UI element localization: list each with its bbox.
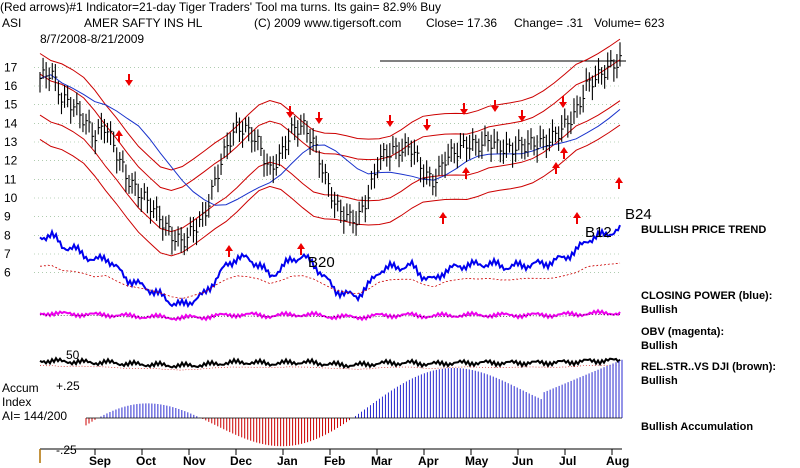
x-tick-dec: Dec (230, 454, 252, 468)
accum-index-label: Index (2, 395, 31, 409)
y-tick-9: 9 (4, 210, 11, 224)
inner-lower-band (39, 100, 621, 233)
x-tick-jun: Jun (512, 454, 533, 468)
closing-power-status: Bullish (641, 304, 678, 316)
date-range: 8/7/2008-8/21/2009 (40, 32, 144, 46)
sell-arrow (491, 100, 499, 112)
x-tick-oct: Oct (136, 454, 156, 468)
company-name: AMER SAFTY INS HL (84, 16, 203, 30)
signal-b12: B12 (585, 224, 612, 241)
x-tick-sep: Sep (89, 454, 111, 468)
volume-value: Volume= 623 (594, 16, 665, 30)
upper-band (39, 38, 621, 171)
x-tick-aug: Aug (606, 454, 629, 468)
accumulation-histogram (85, 359, 623, 447)
x-tick-nov: Nov (183, 454, 206, 468)
copyright: (C) 2009 www.tigersoft.com (254, 16, 401, 30)
buy-arrow (115, 130, 123, 142)
relstr-title: REL.STR..VS DJI (brown): (641, 361, 776, 373)
closing-power-line (39, 224, 621, 309)
y-tick-17: 17 (4, 60, 18, 74)
accumulation-label: Bullish Accumulation (641, 421, 753, 433)
sell-arrow (386, 115, 394, 127)
buy-arrow (615, 177, 623, 189)
obv-line (39, 308, 621, 322)
sell-arrow (518, 110, 526, 122)
rel-str-ma (40, 364, 621, 371)
indicator-lines (39, 224, 621, 371)
y-axis-ticks: 17 16 15 14 13 12 11 10 9 8 7 6 (4, 60, 18, 279)
ai-value: AI= 144/200 (2, 409, 67, 423)
x-tick-jul: Jul (559, 454, 576, 468)
buy-arrow (225, 245, 233, 257)
x-tick-mar: Mar (371, 454, 393, 468)
accum-title: Accum (2, 381, 39, 395)
buy-arrow (573, 212, 581, 224)
moving-average-line (39, 74, 621, 206)
buy-arrow (462, 167, 470, 179)
x-tick-jan: Jan (277, 454, 298, 468)
relstr-status: Bullish (641, 375, 678, 387)
signal-b24: B24 (625, 206, 652, 223)
x-tick-feb: Feb (324, 454, 345, 468)
closing-power-title: CLOSING POWER (blue): (641, 290, 772, 302)
bollinger-bands (39, 38, 621, 257)
buy-arrow (297, 243, 305, 255)
sell-arrow (559, 96, 567, 108)
y-tick-12: 12 (4, 154, 18, 168)
y-tick-6: 6 (4, 266, 11, 280)
accum-low-tick: -.25 (56, 443, 77, 457)
y-tick-10: 10 (4, 191, 18, 205)
buy-arrow (439, 212, 447, 224)
y-tick-11: 11 (4, 172, 17, 186)
price-bars (39, 42, 622, 256)
obv-title: OBV (magenta): (641, 326, 724, 338)
y-tick-16: 16 (4, 79, 18, 93)
change-value: Change= .31 (514, 16, 583, 30)
x-tick-may: May (465, 454, 489, 468)
fifty-level: 50 (66, 348, 80, 362)
y-tick-14: 14 (4, 116, 18, 130)
sell-arrow (315, 112, 323, 124)
inner-upper-band (39, 59, 621, 192)
signal-arrows (115, 74, 623, 257)
x-tick-apr: Apr (418, 454, 439, 468)
sell-arrow (460, 103, 468, 115)
y-tick-8: 8 (4, 228, 11, 242)
close-value: Close= 17.36 (426, 16, 497, 30)
accum-high-tick: +.25 (56, 379, 80, 393)
y-tick-13: 13 (4, 135, 18, 149)
x-axis: Sep Oct Nov Dec Jan Feb Mar Apr May Jun Jul Aug (39, 448, 629, 468)
y-tick-15: 15 (4, 98, 18, 112)
sell-arrow (423, 119, 431, 131)
y-tick-7: 7 (4, 247, 11, 261)
signal-b20: B20 (308, 254, 335, 271)
buy-arrow (560, 147, 568, 159)
rel-str-line (39, 356, 621, 369)
price-trend-label: BULLISH PRICE TREND (641, 224, 766, 236)
sell-arrow (125, 74, 133, 86)
obv-status: Bullish (641, 340, 678, 352)
sell-arrow (286, 106, 294, 118)
chart-indicator-line: (Red arrows)#1 Indicator=21-day Tiger Tr… (0, 0, 441, 14)
lower-band (39, 124, 621, 257)
ticker-symbol: ASI (2, 16, 21, 30)
buy-arrow (552, 162, 560, 174)
